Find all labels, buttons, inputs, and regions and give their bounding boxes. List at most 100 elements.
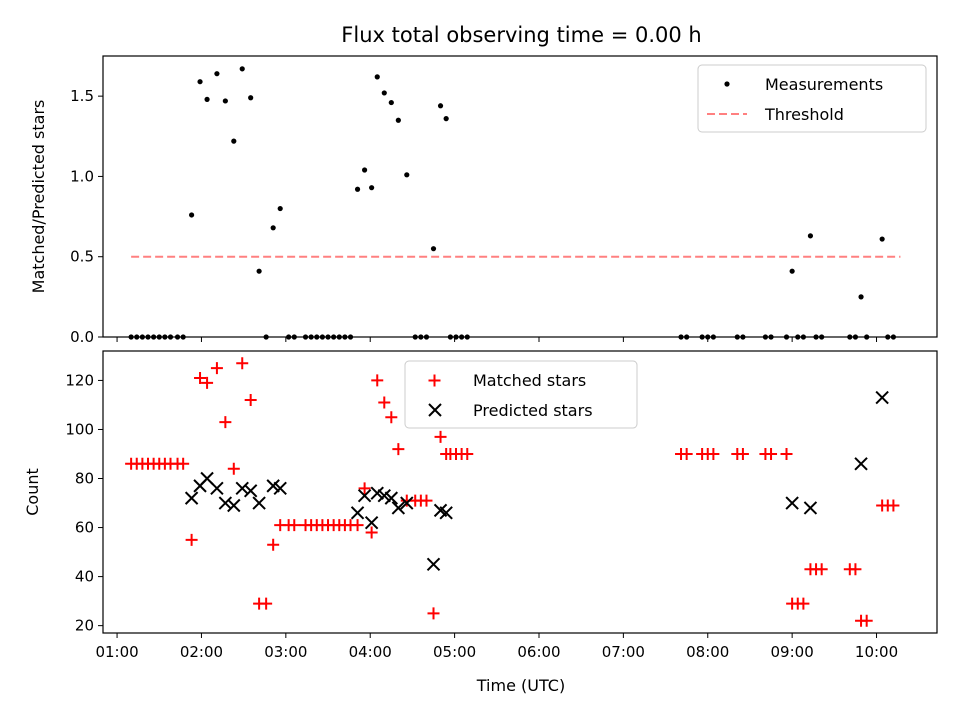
measurements-point: [256, 268, 262, 274]
matched-stars-point: [365, 526, 378, 539]
measurements-point: [395, 117, 401, 123]
measurements-point: [374, 74, 380, 80]
bottom-y-tick-label: 80: [75, 470, 94, 488]
predicted-stars-point: [218, 496, 233, 510]
measurements-point: [248, 95, 254, 101]
predicted-stars-point: [357, 488, 372, 503]
legend-marker-matched: [428, 374, 441, 387]
predicted-stars-point: [243, 484, 258, 498]
matched-stars-point: [765, 447, 778, 460]
bottom-axes-frame: [102, 350, 938, 634]
predicted-stars-point: [426, 557, 441, 572]
bottom-x-tick-label: 10:00: [855, 643, 898, 661]
measurements-point: [361, 167, 368, 173]
top-legend: Measurements Threshold: [697, 64, 927, 133]
measurements-point: [789, 268, 795, 274]
measurements-point: [858, 294, 864, 300]
predicted-stars-point: [384, 491, 399, 505]
top-y-ticks: 0.0 0.5 1.0 1.5: [70, 87, 103, 346]
bottom-y-tick-label: 20: [75, 617, 94, 635]
matched-stars-point: [849, 563, 862, 576]
measurements-point: [443, 116, 449, 122]
bottom-y-ticks: 20 40 60 80 100 120: [65, 371, 103, 635]
predicted-stars-point: [854, 457, 868, 471]
top-axes-frame: [102, 55, 938, 338]
measurements-point: [189, 212, 195, 218]
legend-label-measurements: Measurements: [765, 75, 883, 94]
matched-stars-point: [392, 443, 405, 456]
bottom-x-tick-label: 06:00: [517, 643, 560, 661]
measurements-point: [430, 246, 437, 252]
bottom-x-ticks: 01:00 02:00 03:00 04:00 05:00 06:00 07:00 08:00…: [95, 633, 898, 661]
top-y-axis-label: Matched/Predicted stars: [29, 100, 48, 294]
measurements-point: [807, 233, 814, 239]
predicted-stars-point: [266, 479, 280, 493]
matched-stars-point: [378, 396, 391, 409]
bottom-marks: [125, 357, 900, 627]
top-y-tick-label: 0.5: [70, 248, 94, 266]
predicted-stars-point: [785, 496, 799, 510]
predicted-stars-point: [377, 488, 391, 503]
top-y-tick-label: 1.5: [70, 87, 94, 105]
measurements-point: [231, 138, 237, 144]
predicted-stars-point: [210, 481, 224, 496]
matched-stars-point: [707, 447, 720, 460]
bottom-x-tick-label: 03:00: [264, 643, 307, 661]
matched-stars-point: [194, 371, 207, 384]
matched-stars-point: [780, 447, 793, 460]
matched-stars-point: [244, 394, 257, 407]
top-y-tick-label: 0.0: [70, 328, 94, 346]
measurements-point: [214, 71, 220, 77]
predicted-stars-point: [184, 491, 199, 505]
legend-label-matched: Matched stars: [473, 371, 586, 390]
measurements-point: [879, 236, 885, 242]
bottom-x-tick-label: 04:00: [349, 643, 392, 661]
matched-stars-point: [236, 357, 249, 370]
predicted-stars-point: [227, 498, 241, 513]
measurements-point: [369, 185, 375, 191]
matched-stars-point: [420, 494, 433, 507]
predicted-stars-point: [370, 486, 384, 500]
matched-stars-point: [177, 457, 190, 470]
matched-stars-point: [210, 362, 223, 375]
predicted-stars-point: [364, 515, 379, 530]
measurements-point: [277, 205, 283, 212]
top-legend-box: [697, 64, 927, 133]
measurements-point: [197, 79, 203, 85]
bottom-y-tick-label: 60: [75, 519, 94, 537]
bottom-y-axis-label: Count: [23, 468, 42, 516]
matched-stars-point: [736, 447, 749, 460]
matched-stars-point: [260, 597, 273, 610]
bottom-y-tick-label: 40: [75, 568, 94, 586]
matched-stars-point: [427, 607, 440, 620]
matched-stars-point: [371, 374, 384, 387]
matched-stars-point: [815, 563, 828, 576]
bottom-x-tick-label: 08:00: [686, 643, 729, 661]
measurements-point: [437, 103, 444, 109]
bottom-x-tick-label: 09:00: [771, 643, 814, 661]
matched-stars-point: [887, 499, 900, 512]
predicted-stars-point: [400, 496, 414, 510]
legend-marker-measurements: [724, 81, 730, 87]
matched-stars-point: [227, 462, 240, 475]
bottom-y-tick-label: 100: [65, 420, 94, 438]
measurements-point: [204, 96, 210, 102]
top-y-tick-label: 1.0: [70, 167, 94, 185]
measurements-point: [404, 172, 410, 178]
bottom-x-tick-label: 05:00: [433, 643, 476, 661]
matched-stars-point: [219, 416, 232, 429]
bottom-x-tick-label: 07:00: [602, 643, 645, 661]
bottom-x-tick-label: 02:00: [180, 643, 223, 661]
matched-stars-point: [680, 447, 693, 460]
bottom-legend-box: [404, 360, 638, 429]
top-panel: Flux total observing time = 0.00 h 0.00.…: [29, 23, 938, 346]
matched-stars-point: [267, 538, 280, 551]
bottom-x-tick-label: 01:00: [95, 643, 138, 661]
predicted-stars-point: [350, 506, 365, 520]
top-chart-title: Flux total observing time = 0.00 h: [341, 23, 701, 47]
predicted-stars-point: [273, 481, 287, 496]
predicted-stars-point: [875, 390, 889, 405]
bottom-legend: Matched stars Predicted stars: [404, 360, 638, 429]
legend-label-predicted: Predicted stars: [473, 401, 593, 420]
